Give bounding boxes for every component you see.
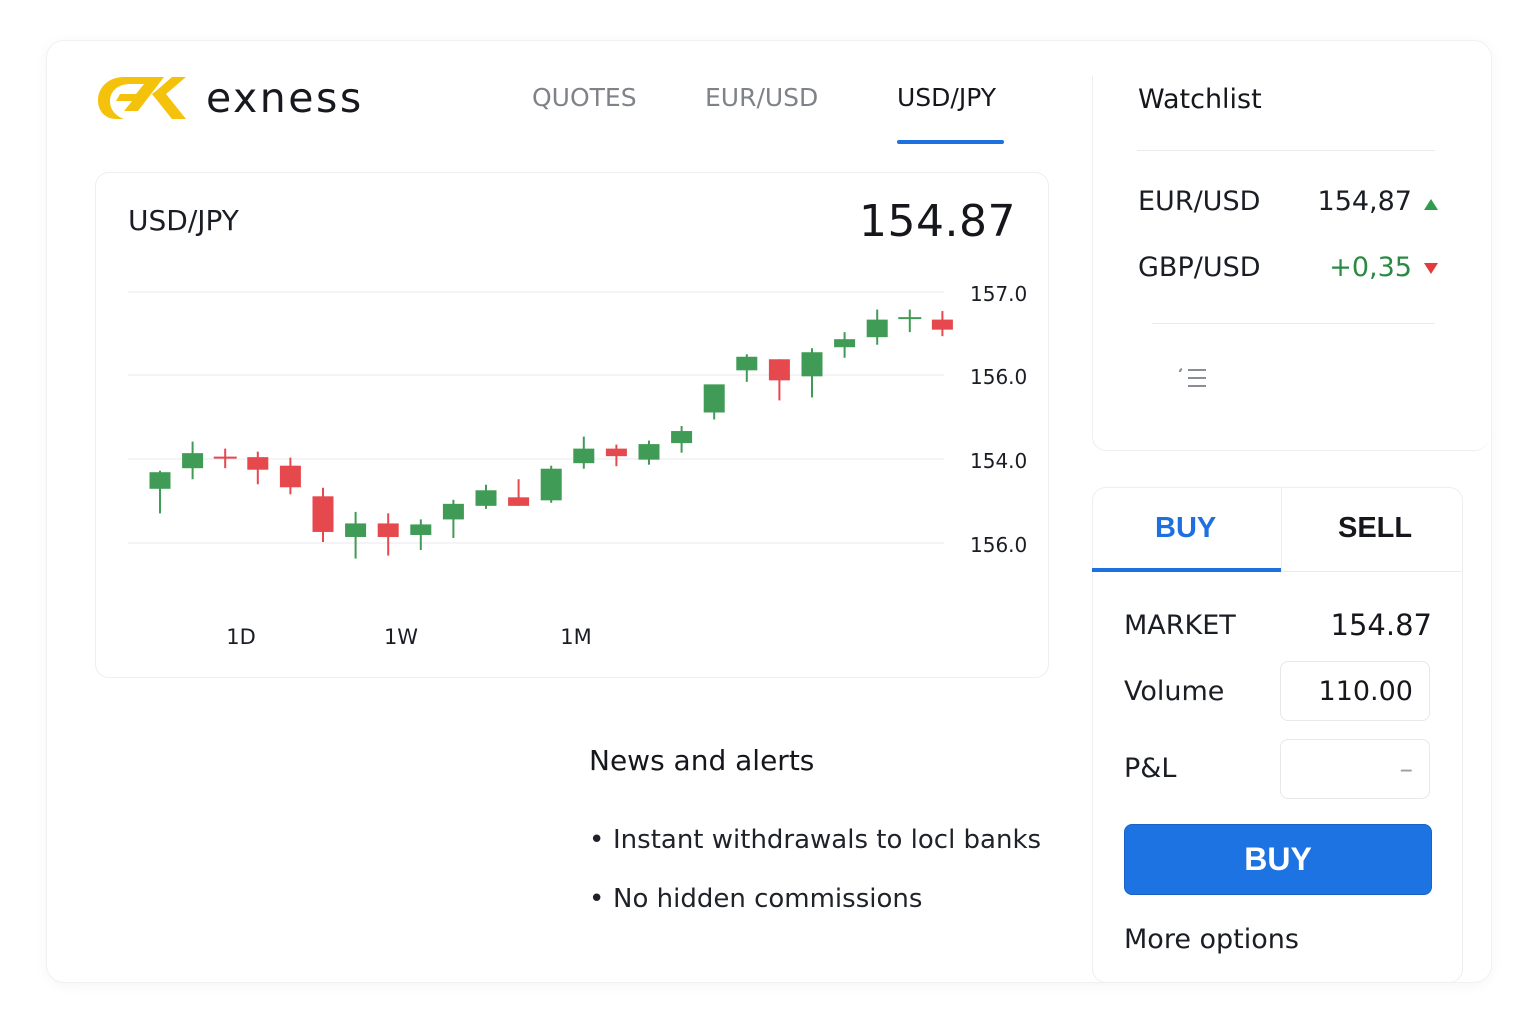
watchlist-value: +0,35 — [1329, 252, 1412, 283]
x-tick-label: 1M — [560, 625, 591, 649]
order-tab-buy[interactable]: BUY — [1155, 512, 1217, 544]
candle[interactable] — [931, 311, 953, 337]
candle[interactable] — [736, 354, 758, 382]
y-tick-label: 156.0 — [970, 365, 1027, 389]
candle[interactable] — [182, 441, 204, 480]
chart-price: 154.87 — [859, 196, 1016, 247]
x-tick-label: 1D — [226, 625, 256, 649]
candle[interactable] — [149, 470, 171, 514]
chart-card — [95, 172, 1049, 678]
pnl-label: P&L — [1124, 753, 1177, 784]
news-item: • Instant withdrawals to locl banks — [589, 825, 1042, 855]
y-tick-label: 154.0 — [970, 449, 1027, 473]
tab-quotes[interactable]: QUOTES — [532, 83, 637, 112]
candle[interactable] — [540, 465, 562, 503]
tab-usd-jpy[interactable]: USD/JPY — [897, 83, 997, 112]
buy-button[interactable]: BUY — [1124, 824, 1432, 895]
watchlist-panel — [1092, 76, 1489, 451]
divider — [1281, 571, 1461, 572]
brand-logo[interactable]: exness — [94, 72, 364, 124]
market-label: MARKET — [1124, 610, 1236, 641]
news-item: • No hidden commissions — [589, 884, 923, 914]
candle[interactable] — [475, 484, 497, 509]
candle[interactable] — [801, 348, 823, 398]
watchlist-value: 154,87 — [1317, 186, 1412, 217]
candle[interactable] — [768, 359, 790, 401]
watchlist-title: Watchlist — [1138, 84, 1262, 115]
watchlist-symbol[interactable]: GBP/USD — [1138, 252, 1261, 283]
watchlist-symbol[interactable]: EUR/USD — [1138, 186, 1261, 217]
brand-name: exness — [206, 74, 364, 122]
exness-logo-icon — [98, 77, 186, 119]
list-icon[interactable] — [1174, 364, 1210, 392]
candle[interactable] — [898, 309, 922, 333]
divider — [1152, 323, 1435, 324]
candle[interactable] — [377, 513, 399, 556]
y-tick-label: 157.0 — [970, 282, 1027, 306]
chart-symbol: USD/JPY — [128, 204, 239, 237]
news-list: • Instant withdrawals to locl banks • No h… — [589, 822, 1041, 940]
trend-up-icon — [1424, 199, 1438, 210]
candle[interactable] — [247, 451, 269, 485]
candle[interactable] — [671, 426, 693, 453]
candle[interactable] — [345, 511, 367, 559]
active-order-tab-indicator — [1092, 568, 1281, 572]
candle[interactable] — [279, 457, 301, 495]
candle[interactable] — [834, 332, 856, 358]
volume-input[interactable] — [1280, 661, 1430, 721]
y-tick-label: 156.0 — [970, 533, 1027, 557]
candle[interactable] — [703, 384, 725, 420]
candle[interactable] — [638, 440, 660, 465]
more-options-link[interactable]: More options — [1124, 924, 1299, 955]
candle[interactable] — [573, 436, 595, 469]
order-tab-sell[interactable]: SELL — [1338, 512, 1413, 544]
market-price: 154.87 — [1330, 608, 1432, 642]
tab-eur-usd[interactable]: EUR/USD — [705, 83, 819, 112]
x-tick-label: 1W — [384, 625, 418, 649]
news-title: News and alerts — [589, 744, 815, 777]
candle[interactable] — [312, 487, 334, 542]
candle[interactable] — [866, 309, 888, 345]
candle[interactable] — [410, 519, 432, 551]
order-panel — [1092, 487, 1463, 983]
pnl-field[interactable] — [1280, 739, 1430, 799]
divider — [1281, 488, 1282, 572]
candle[interactable] — [213, 448, 237, 469]
candle[interactable] — [442, 499, 464, 538]
candle[interactable] — [508, 479, 530, 506]
trend-down-icon — [1424, 263, 1438, 274]
candle[interactable] — [605, 444, 627, 467]
volume-label: Volume — [1124, 676, 1225, 707]
divider — [1137, 150, 1435, 151]
active-tab-indicator — [897, 140, 1004, 144]
